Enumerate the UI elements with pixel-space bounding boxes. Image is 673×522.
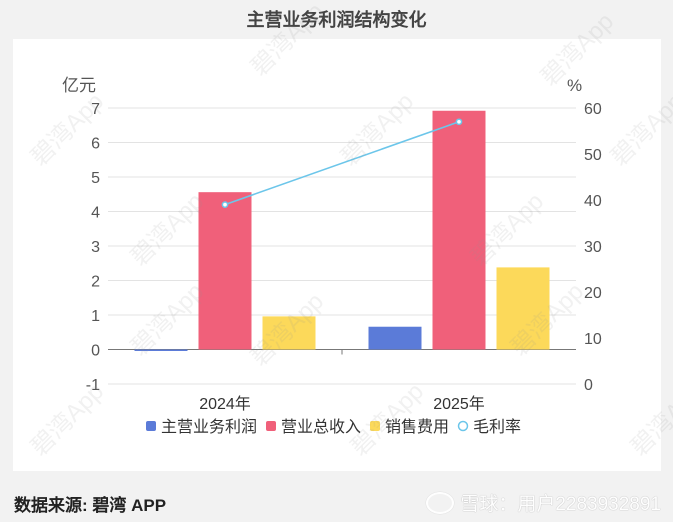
x-tick-label: 2024年 bbox=[199, 395, 251, 413]
page-title: 主营业务利润结构变化 bbox=[246, 10, 427, 30]
left-tick-label: 6 bbox=[91, 136, 100, 153]
bar bbox=[496, 267, 550, 350]
series-line bbox=[224, 121, 460, 206]
left-tick-label: 0 bbox=[91, 343, 100, 360]
chart: -1 0 1 2 3 4 5 6 7 0 10 20 30 40 50 60 亿元 % 2024年 2025年主营业务… bbox=[62, 76, 602, 436]
left-tick-label: 2 bbox=[91, 274, 100, 291]
bar bbox=[368, 326, 422, 350]
legend-swatch bbox=[370, 421, 380, 431]
right-axis-unit: % bbox=[567, 76, 582, 95]
left-tick-label: 1 bbox=[91, 308, 100, 325]
left-axis-unit: 亿元 bbox=[62, 76, 96, 95]
chart-panel bbox=[13, 39, 661, 471]
legend-label: 主营业务利润 bbox=[161, 418, 257, 436]
legend-label: 销售费用 bbox=[385, 418, 449, 436]
right-tick-label: 50 bbox=[584, 147, 602, 164]
right-tick-label: 60 bbox=[584, 101, 602, 118]
legend-swatch bbox=[146, 421, 156, 431]
bar bbox=[432, 110, 486, 350]
bar bbox=[134, 349, 188, 351]
right-tick-label: 30 bbox=[584, 239, 602, 256]
credit-text: 雪球：用户2283932891 bbox=[460, 494, 661, 515]
legend-label: 毛利率 bbox=[473, 418, 521, 436]
right-tick-label: 40 bbox=[584, 193, 602, 210]
line-point bbox=[455, 118, 463, 126]
snowball-logo-icon bbox=[426, 491, 455, 514]
x-tick-label: 2025年 bbox=[433, 395, 485, 413]
bar bbox=[198, 192, 252, 350]
right-tick-label: 0 bbox=[584, 377, 593, 394]
left-tick-label: 5 bbox=[91, 170, 100, 187]
left-tick-label: 3 bbox=[91, 239, 100, 256]
left-tick-label: 4 bbox=[91, 205, 100, 222]
legend-label: 营业总收入 bbox=[281, 418, 361, 436]
line-point bbox=[221, 201, 229, 208]
left-tick-label: -1 bbox=[86, 377, 100, 394]
left-tick-label: 7 bbox=[91, 101, 100, 118]
right-tick-label: 10 bbox=[584, 331, 602, 348]
legend-swatch bbox=[266, 421, 276, 431]
credit: 雪球：用户2283932891 bbox=[426, 489, 661, 516]
bar bbox=[262, 316, 316, 350]
legend-swatch bbox=[457, 420, 469, 432]
data-source: 数据来源: 碧湾 APP bbox=[14, 496, 167, 515]
right-tick-label: 20 bbox=[584, 285, 602, 302]
